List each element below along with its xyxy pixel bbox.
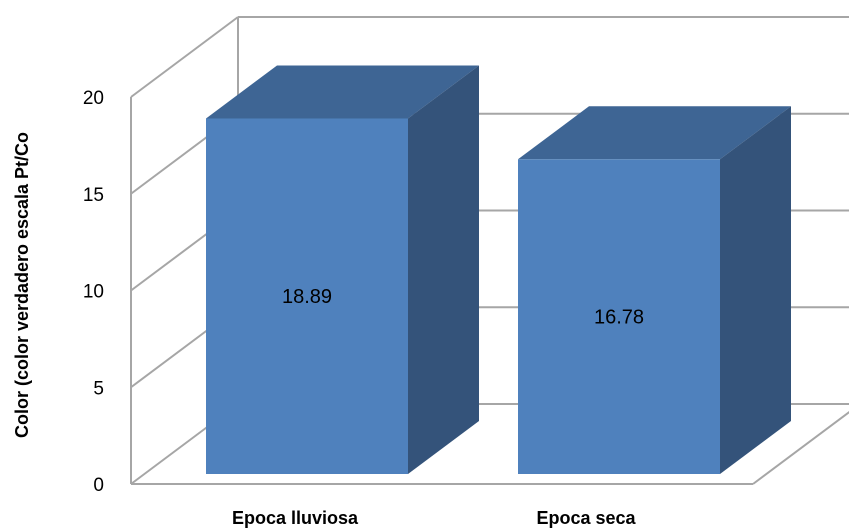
bar-top-face [206,65,479,119]
y-axis-ticks: 0 5 10 15 20 [83,88,104,496]
x-axis-categories: Epoca lluviosa Epoca seca [232,508,637,528]
x-category-label: Epoca lluviosa [232,508,359,528]
y-tick-label: 15 [83,185,104,206]
bar-front-face [206,118,408,474]
data-label: 16.78 [594,307,644,329]
bar-side-face [408,65,479,474]
bars: 18.89 16.78 [206,65,791,474]
y-tick-label: 5 [93,378,104,399]
y-tick-label: 20 [83,88,104,109]
bar-side-face [720,106,791,474]
floor-right-edge [752,410,849,485]
bar: 18.89 [206,65,479,474]
x-category-label: Epoca seca [536,508,636,528]
data-label: 18.89 [282,286,332,308]
bar-front-face [518,159,720,474]
y-axis-label: Color (color verdadero escala Pt/Co [12,132,32,438]
y-tick-label: 0 [93,475,104,496]
bar-top-face [518,106,791,160]
grid-diagonal [130,16,239,98]
bar: 16.78 [518,106,791,474]
y-tick-label: 10 [83,282,104,303]
